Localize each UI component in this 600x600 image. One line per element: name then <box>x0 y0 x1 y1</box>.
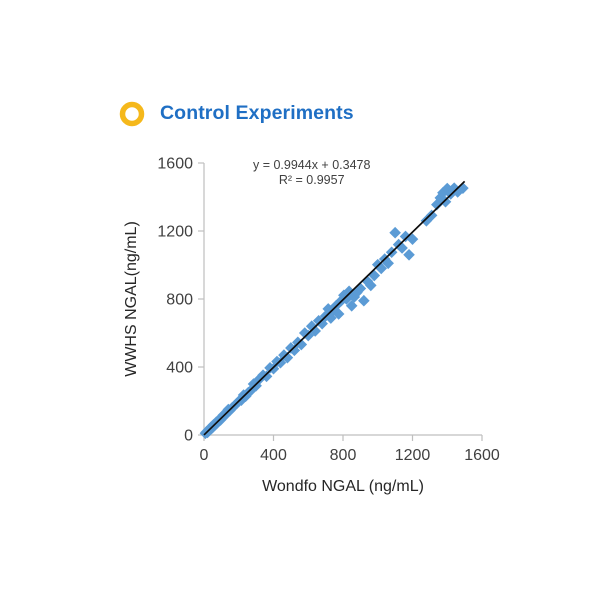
data-point <box>260 370 273 383</box>
x-axis-title: Wondfo NGAL (ng/mL) <box>262 478 424 495</box>
trendline-layer <box>203 180 466 436</box>
x-axis-tick-label: 800 <box>330 447 357 464</box>
axes-layer <box>198 162 483 441</box>
y-axis-tick-label: 0 <box>184 428 193 445</box>
data-point <box>358 294 370 307</box>
r-squared-label: R² = 0.9957 <box>279 173 345 187</box>
x-axis-tick-label: 1600 <box>464 447 500 464</box>
chart-svg: 0 400 800 1200 1600 0 400 800 1200 1600 y = 0.9944… <box>110 145 500 505</box>
labels-layer: 0 400 800 1200 1600 0 400 800 1200 1600 y = 0.9944… <box>123 156 500 496</box>
page-title: Control Experiments <box>160 102 354 125</box>
ring-icon <box>118 100 146 128</box>
x-axis-tick-label: 400 <box>260 447 287 464</box>
y-axis-tick-label: 800 <box>166 292 193 309</box>
y-axis-tick-label: 1200 <box>157 224 193 241</box>
data-point <box>406 233 419 245</box>
y-axis-title: WWHS NGAL(ng/mL) <box>123 221 140 377</box>
y-axis-tick-label: 400 <box>166 360 193 377</box>
ring-icon-svg <box>119 101 145 127</box>
x-axis-tick-label: 0 <box>200 447 209 464</box>
x-axis-tick-label: 1200 <box>395 447 431 464</box>
data-point <box>425 209 438 222</box>
trendline <box>203 180 466 436</box>
regression-equation-label: y = 0.9944x + 0.3478 <box>253 158 371 172</box>
chart-header: Control Experiments <box>118 100 354 128</box>
data-point <box>295 338 308 351</box>
data-point <box>389 226 401 239</box>
y-axis-tick-label: 1600 <box>157 156 193 173</box>
scatter-chart: 0 400 800 1200 1600 0 400 800 1200 1600 y = 0.9944… <box>110 145 500 505</box>
